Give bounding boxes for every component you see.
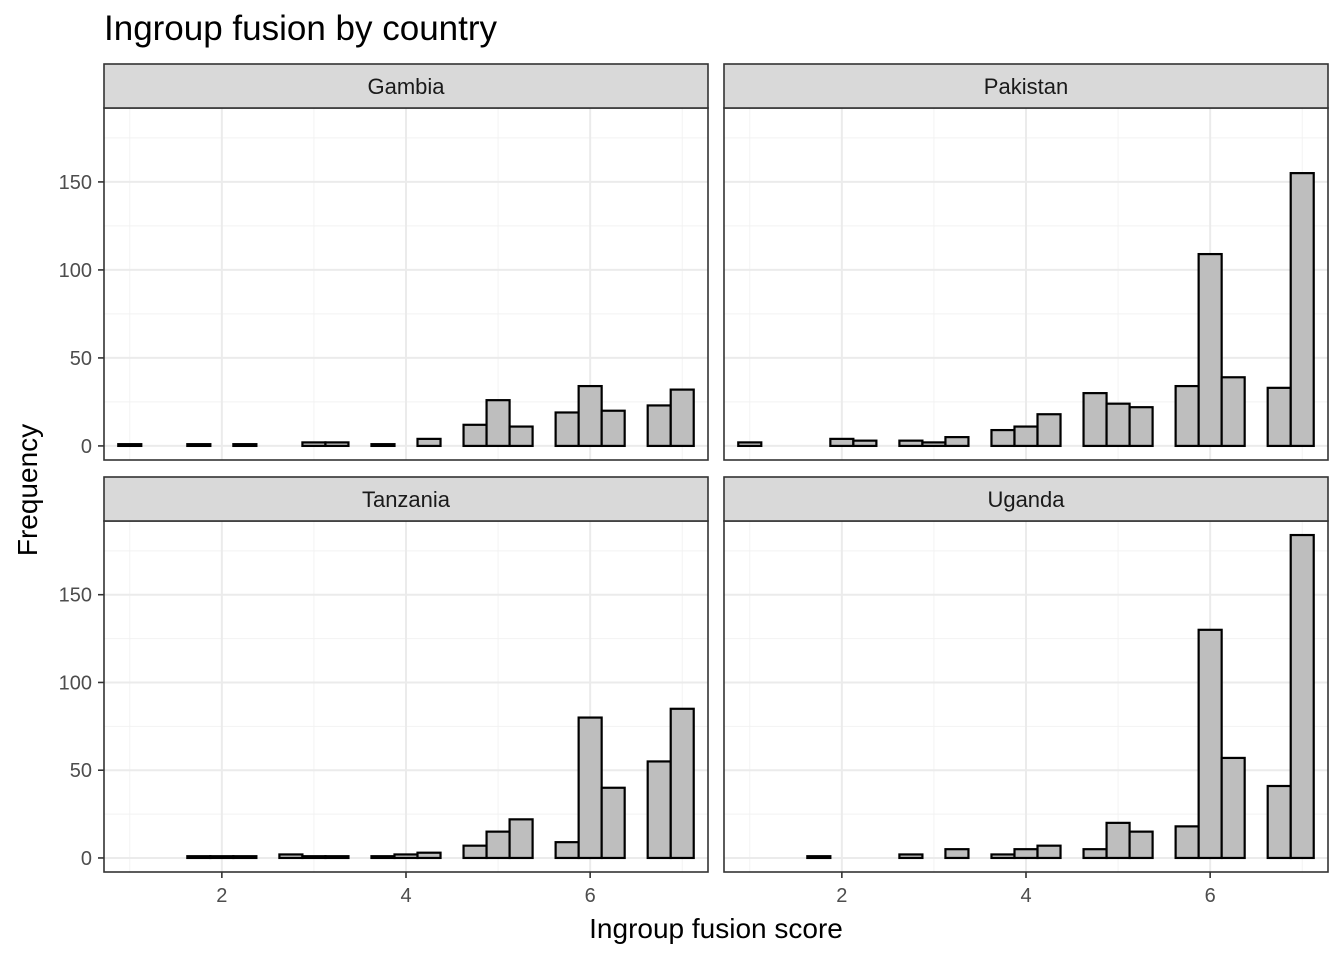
y-axis-title: Frequency [12, 424, 43, 556]
facet-strip-label: Pakistan [984, 74, 1068, 99]
histogram-bar [1174, 825, 1200, 860]
histogram-bar [1082, 848, 1108, 860]
x-tick-label: 6 [585, 885, 596, 907]
facet-strip-label: Tanzania [362, 487, 451, 512]
histogram-bar [301, 441, 327, 448]
histogram-bar [898, 439, 924, 448]
histogram-bar [508, 818, 534, 860]
histogram-bar [944, 436, 970, 448]
histogram-bar [393, 853, 419, 860]
histogram-bar [370, 443, 396, 448]
y-tick-label: 50 [70, 348, 92, 370]
facet-strip [103, 63, 709, 109]
histogram-bar [554, 411, 580, 448]
y-tick-label: 150 [59, 172, 92, 194]
histogram-bar [232, 443, 258, 448]
facet-strip-label: Gambia [367, 74, 445, 99]
facet-panel-gambia: Gambia 0 50 100 150 [59, 63, 709, 461]
histogram-bar [669, 388, 695, 448]
facet-strip [103, 476, 709, 522]
histogram-bar [462, 844, 488, 860]
y-tick-label: 150 [59, 585, 92, 607]
chart-title: Ingroup fusion by country [104, 9, 498, 48]
histogram-bar [1105, 821, 1131, 860]
histogram-bar [852, 439, 878, 448]
histogram-bar [600, 409, 626, 448]
y-tick-label: 50 [70, 760, 92, 782]
histogram-bar [1128, 406, 1154, 448]
histogram-bar [186, 855, 212, 860]
histogram-bar [646, 404, 672, 448]
facet-panel-tanzania: Tanzania 0 50 100 150 2 4 6 [59, 476, 709, 907]
facet-strip [723, 63, 1329, 109]
histogram-bar [1128, 830, 1154, 860]
y-tick-label: 0 [81, 436, 92, 458]
histogram-bar [990, 428, 1016, 448]
histogram-bar [1289, 533, 1315, 860]
histogram-bar [324, 855, 350, 860]
facet-panels: Gambia 0 50 100 150 Pakistan Tanzania 0 50 100 150… [59, 63, 1329, 907]
histogram-bar [301, 855, 327, 860]
histogram-bar [370, 855, 396, 860]
x-tick-label: 4 [400, 885, 411, 907]
histogram-bar [1220, 376, 1246, 448]
histogram-bar [554, 841, 580, 860]
histogram-bar [646, 760, 672, 860]
histogram-bar [829, 437, 855, 448]
histogram-bar [416, 437, 442, 448]
histogram-bar [921, 441, 947, 448]
histogram-bar [278, 853, 304, 860]
histogram-bar [117, 443, 143, 448]
histogram-bar [1013, 848, 1039, 860]
x-axis-title: Ingroup fusion score [589, 913, 843, 944]
histogram-bar [485, 830, 511, 860]
histogram-bar [806, 855, 832, 860]
histogram-bar [186, 443, 212, 448]
histogram-bar [485, 399, 511, 448]
histogram-bar [462, 423, 488, 448]
histogram-bar [1220, 756, 1246, 860]
histogram-bar [600, 786, 626, 860]
histogram-bar [1013, 425, 1039, 448]
histogram-bar [1036, 844, 1062, 860]
y-tick-label: 100 [59, 672, 92, 694]
facet-strip [723, 476, 1329, 522]
x-tick-label: 4 [1020, 885, 1031, 907]
histogram-bar [324, 441, 350, 448]
histogram-bar [416, 851, 442, 860]
histogram-bar [1174, 384, 1200, 448]
histogram-bar [1197, 252, 1223, 448]
histogram-bar [577, 384, 603, 448]
histogram-bar [577, 716, 603, 860]
histogram-bar [1289, 172, 1315, 448]
histogram-bar [944, 848, 970, 860]
x-tick-label: 2 [836, 885, 847, 907]
histogram-bar [1197, 628, 1223, 860]
histogram-bar [1105, 402, 1131, 448]
histogram-bar [1266, 386, 1292, 448]
histogram-bar [669, 707, 695, 860]
histogram-bar [508, 425, 534, 448]
histogram-bar [898, 853, 924, 860]
facet-strip-label: Uganda [987, 487, 1065, 512]
histogram-bar [990, 853, 1016, 860]
y-tick-label: 100 [59, 260, 92, 282]
histogram-bar [232, 855, 258, 860]
facet-panel-pakistan: Pakistan [723, 63, 1329, 461]
histogram-bar [209, 855, 235, 860]
facet-panel-uganda: Uganda 2 4 6 [723, 476, 1329, 907]
histogram-bar [737, 441, 763, 448]
histogram-bar [1082, 392, 1108, 448]
x-tick-label: 2 [216, 885, 227, 907]
y-tick-label: 0 [81, 848, 92, 870]
histogram-bar [1266, 784, 1292, 860]
x-tick-label: 6 [1205, 885, 1216, 907]
histogram-bar [1036, 413, 1062, 448]
